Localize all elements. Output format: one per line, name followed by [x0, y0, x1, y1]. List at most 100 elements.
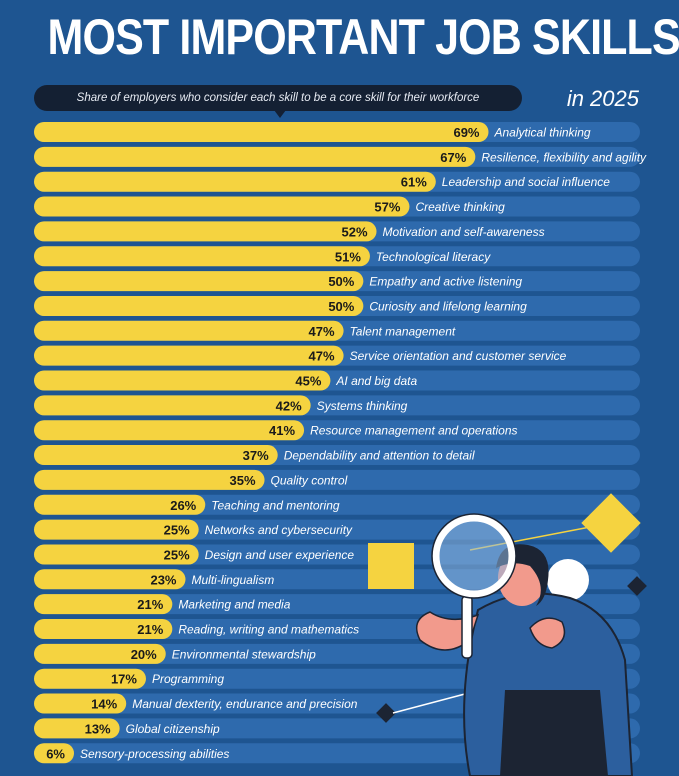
bar-row: 69% Analytical thinking — [34, 122, 640, 142]
magnifier-rim — [431, 513, 517, 599]
category-label: Leadership and social influence — [442, 175, 610, 189]
value-label: 21% — [137, 597, 163, 612]
value-label: 14% — [91, 697, 117, 712]
value-label: 23% — [150, 572, 176, 587]
bar-row: 25% Design and user experience — [34, 544, 640, 565]
bar-row: 52% Motivation and self-awareness — [34, 221, 640, 242]
bar — [34, 246, 370, 267]
bar — [34, 320, 344, 341]
category-label: Motivation and self-awareness — [383, 225, 545, 239]
value-label: 25% — [164, 547, 190, 562]
value-label: 26% — [170, 498, 196, 513]
person-skirt — [500, 690, 608, 776]
value-label: 67% — [440, 150, 466, 165]
bar-row: 37% Dependability and attention to detail — [34, 445, 640, 466]
value-label: 57% — [374, 200, 400, 215]
value-label: 61% — [401, 175, 427, 190]
value-label: 13% — [85, 721, 111, 736]
bar — [34, 693, 127, 714]
value-label: 35% — [230, 473, 256, 488]
bar — [34, 171, 436, 192]
bar-row: 61% Leadership and social influence — [34, 171, 640, 192]
bar — [34, 295, 364, 316]
person-hand-right — [529, 617, 566, 649]
bar — [34, 345, 344, 366]
bar — [34, 619, 173, 639]
bar-row: 42% Systems thinking — [34, 395, 640, 416]
value-label: 47% — [309, 349, 335, 364]
bar-row: 51% Technological literacy — [34, 246, 640, 267]
category-label: Systems thinking — [317, 399, 408, 413]
category-label: Marketing and media — [178, 598, 290, 612]
value-label: 45% — [295, 374, 321, 389]
subtitle-pill: Share of employers who consider each ski… — [34, 85, 522, 118]
bar — [34, 743, 74, 764]
category-label: Design and user experience — [205, 548, 355, 562]
bar-row: 47% Talent management — [34, 320, 640, 341]
bar — [34, 718, 120, 739]
bar-row: 26% Teaching and mentoring — [34, 494, 640, 515]
bar — [34, 519, 199, 540]
bar — [34, 668, 146, 689]
page-title: MOST IMPORTANT JOB SKILLS — [47, 9, 679, 65]
dark-diamond-small — [376, 703, 396, 723]
value-label: 50% — [328, 299, 354, 314]
category-label: Programming — [152, 672, 224, 686]
bar-row: 41% Resource management and operations — [34, 420, 640, 441]
category-label: Dependability and attention to detail — [284, 449, 475, 463]
bar — [34, 569, 186, 590]
category-label: Multi-lingualism — [192, 573, 275, 587]
bar — [34, 544, 199, 565]
bar-row: 25% Networks and cybersecurity — [34, 519, 640, 540]
value-label: 21% — [137, 622, 163, 637]
bar-row: 67% Resilience, flexibility and agility — [34, 146, 647, 167]
bar-row: 50% Empathy and active listening — [34, 271, 640, 292]
bar — [34, 494, 206, 515]
category-label: Sensory-processing abilities — [80, 747, 229, 761]
value-label: 47% — [309, 324, 335, 339]
category-label: Quality control — [271, 473, 348, 487]
value-label: 51% — [335, 249, 361, 264]
value-label: 69% — [453, 125, 479, 140]
bar — [34, 196, 410, 217]
value-label: 50% — [328, 274, 354, 289]
bar-row: 57% Creative thinking — [34, 196, 640, 217]
category-label: AI and big data — [335, 374, 417, 388]
bar-row: 35% Quality control — [34, 469, 640, 490]
magnifier-lens — [432, 514, 516, 598]
category-label: Creative thinking — [415, 200, 505, 214]
year-label: in 2025 — [566, 86, 639, 111]
bar — [34, 643, 166, 664]
category-label: Global citizenship — [126, 722, 220, 736]
dark-diamond — [627, 576, 647, 596]
category-label: Service orientation and customer service — [350, 349, 567, 363]
value-label: 41% — [269, 423, 295, 438]
value-label: 37% — [243, 448, 269, 463]
magnifier-person-illustration — [368, 493, 647, 776]
category-label: Resource management and operations — [310, 424, 517, 438]
bar-row: 45% AI and big data — [34, 370, 640, 391]
white-circle — [547, 559, 589, 601]
value-label: 17% — [111, 672, 137, 687]
bar — [34, 370, 331, 391]
bar — [34, 122, 489, 142]
bar — [34, 271, 364, 292]
bar — [34, 146, 476, 167]
category-label: Talent management — [350, 324, 456, 338]
value-label: 42% — [276, 398, 302, 413]
category-label: Curiosity and lifelong learning — [369, 299, 527, 313]
category-label: Resilience, flexibility and agility — [481, 150, 647, 164]
bar — [34, 469, 265, 490]
yellow-square-left — [368, 543, 414, 589]
category-label: Manual dexterity, endurance and precisio… — [132, 697, 358, 711]
bar — [34, 221, 377, 242]
category-label: Networks and cybersecurity — [205, 523, 353, 537]
category-label: Environmental stewardship — [172, 647, 316, 661]
bar — [34, 420, 305, 441]
value-label: 52% — [341, 224, 367, 239]
category-label: Reading, writing and mathematics — [178, 623, 359, 637]
value-label: 6% — [46, 746, 65, 761]
value-label: 20% — [131, 647, 157, 662]
